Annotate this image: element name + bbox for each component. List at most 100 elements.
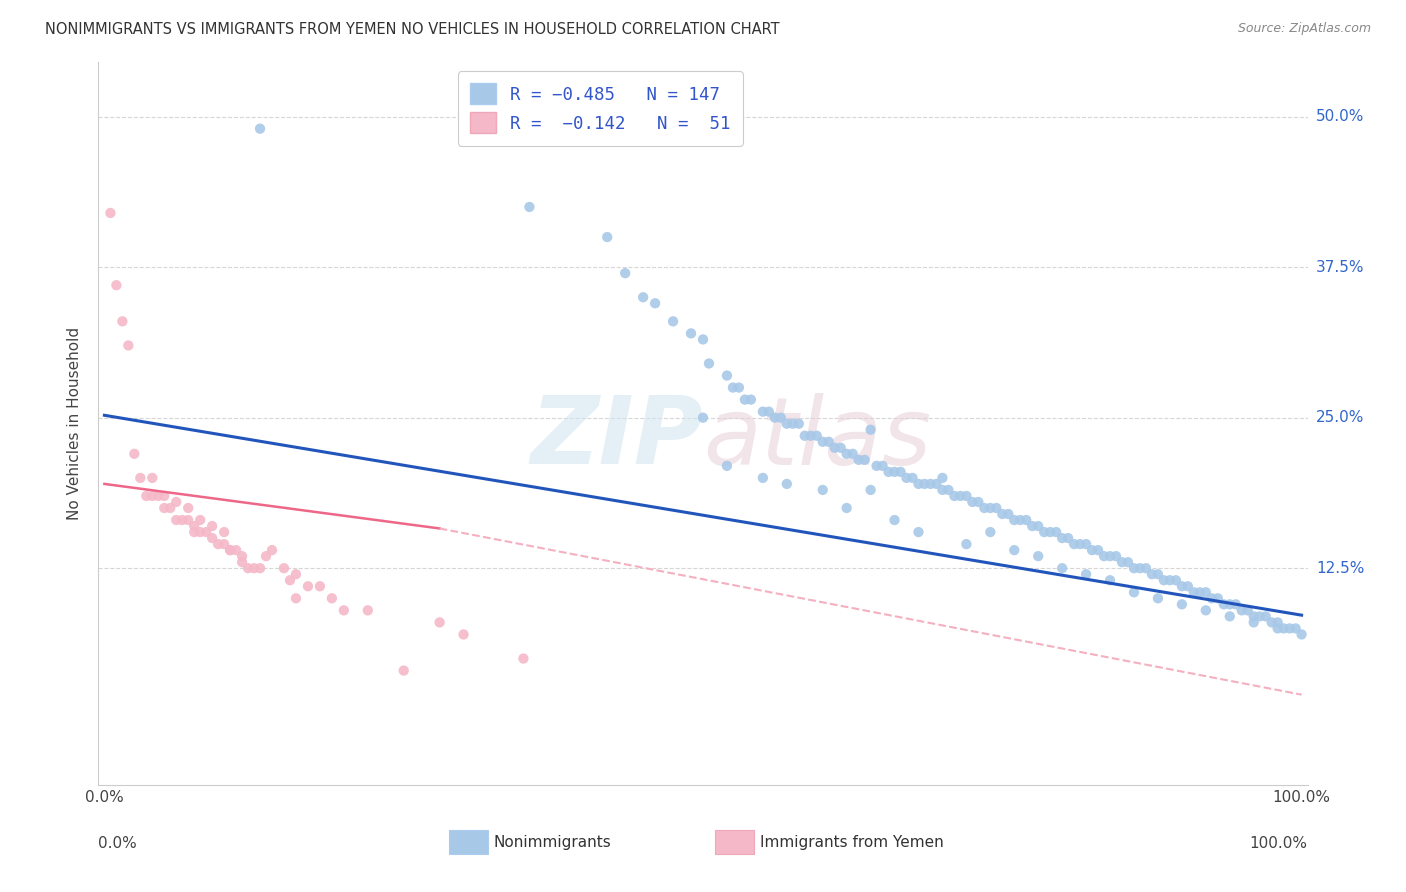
Text: 100.0%: 100.0%: [1250, 836, 1308, 851]
Point: [943, 489, 966, 503]
Point: [1267, 615, 1289, 630]
Point: [254, 549, 277, 564]
Point: [148, 489, 170, 503]
Point: [124, 447, 146, 461]
Point: [793, 429, 815, 443]
Point: [835, 447, 858, 461]
Point: [273, 561, 295, 575]
Point: [100, 206, 122, 220]
Point: [1021, 519, 1043, 533]
Point: [1159, 573, 1181, 587]
Point: [1243, 609, 1265, 624]
Point: [309, 579, 332, 593]
Text: Nonimmigrants: Nonimmigrants: [494, 835, 612, 849]
Point: [991, 507, 1014, 521]
Point: [1135, 561, 1157, 575]
Point: [763, 410, 786, 425]
Point: [1063, 537, 1085, 551]
Point: [1267, 621, 1289, 635]
Point: [1188, 585, 1211, 599]
Point: [249, 121, 271, 136]
Point: [1284, 621, 1306, 635]
Point: [141, 471, 163, 485]
Point: [1033, 524, 1056, 539]
Point: [357, 603, 380, 617]
Text: ZIP: ZIP: [530, 392, 703, 484]
Point: [165, 513, 187, 527]
Point: [734, 392, 756, 407]
Point: [1099, 549, 1122, 564]
Point: [117, 338, 139, 352]
Point: [1195, 585, 1218, 599]
Point: [1153, 573, 1175, 587]
Text: 50.0%: 50.0%: [1316, 109, 1364, 124]
Point: [679, 326, 702, 341]
Point: [135, 489, 157, 503]
Text: 0.0%: 0.0%: [98, 836, 138, 851]
Point: [183, 524, 205, 539]
Point: [967, 495, 990, 509]
Point: [1116, 555, 1139, 569]
Point: [177, 501, 200, 516]
Point: [453, 627, 475, 641]
Point: [297, 579, 319, 593]
Point: [1219, 609, 1241, 624]
Point: [231, 555, 253, 569]
Point: [1206, 591, 1229, 606]
Point: [758, 404, 780, 418]
Point: [321, 591, 343, 606]
Point: [859, 483, 882, 497]
Point: [1057, 531, 1080, 545]
Point: [889, 465, 911, 479]
Point: [1291, 627, 1313, 641]
Point: [1111, 555, 1133, 569]
Point: [865, 458, 887, 473]
Point: [1212, 598, 1234, 612]
Point: [1236, 603, 1258, 617]
Point: [872, 458, 894, 473]
Point: [225, 543, 247, 558]
Point: [901, 471, 924, 485]
Point: [979, 501, 1001, 516]
Point: [769, 410, 792, 425]
Point: [931, 471, 953, 485]
Point: [817, 434, 839, 449]
Point: [1147, 567, 1170, 582]
Point: [1219, 598, 1241, 612]
Point: [177, 513, 200, 527]
Point: [1050, 561, 1073, 575]
Point: [949, 489, 972, 503]
FancyBboxPatch shape: [716, 830, 754, 854]
Point: [207, 537, 229, 551]
Point: [1272, 621, 1295, 635]
Point: [278, 573, 301, 587]
Point: [1177, 579, 1199, 593]
Point: [249, 561, 271, 575]
Point: [716, 368, 738, 383]
Point: [631, 290, 654, 304]
Point: [1182, 585, 1205, 599]
Point: [997, 507, 1019, 521]
Point: [243, 561, 266, 575]
Point: [1050, 531, 1073, 545]
Point: [1171, 598, 1194, 612]
Point: [212, 537, 235, 551]
Point: [1081, 543, 1104, 558]
Point: [219, 543, 242, 558]
Point: [920, 476, 942, 491]
Point: [776, 476, 799, 491]
Point: [614, 266, 637, 280]
Point: [1140, 567, 1163, 582]
Point: [1099, 573, 1122, 587]
Point: [141, 489, 163, 503]
Point: [883, 513, 905, 527]
Point: [692, 410, 714, 425]
Point: [925, 476, 948, 491]
Point: [129, 471, 152, 485]
Point: [512, 651, 534, 665]
Point: [188, 513, 211, 527]
Point: [1230, 603, 1253, 617]
Point: [1254, 609, 1277, 624]
Point: [740, 392, 762, 407]
Point: [1123, 561, 1146, 575]
